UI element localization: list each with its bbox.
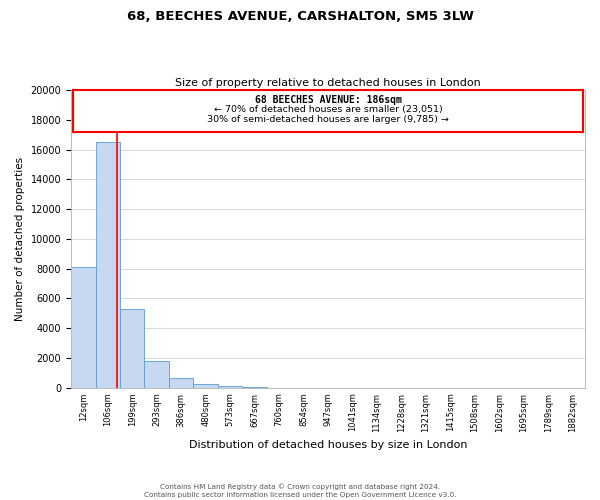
Bar [73, 90, 583, 132]
X-axis label: Distribution of detached houses by size in London: Distribution of detached houses by size … [189, 440, 467, 450]
Bar [242, 387, 267, 388]
Bar [95, 142, 120, 388]
Text: 68, BEECHES AVENUE, CARSHALTON, SM5 3LW: 68, BEECHES AVENUE, CARSHALTON, SM5 3LW [127, 10, 473, 23]
Bar [145, 361, 169, 388]
Bar [120, 309, 145, 388]
Bar [169, 378, 193, 388]
Text: Contains HM Land Registry data © Crown copyright and database right 2024.
Contai: Contains HM Land Registry data © Crown c… [144, 484, 456, 498]
Bar [193, 384, 218, 388]
Bar [71, 267, 95, 388]
Title: Size of property relative to detached houses in London: Size of property relative to detached ho… [175, 78, 481, 88]
Text: ← 70% of detached houses are smaller (23,051): ← 70% of detached houses are smaller (23… [214, 105, 442, 114]
Text: 30% of semi-detached houses are larger (9,785) →: 30% of semi-detached houses are larger (… [207, 114, 449, 124]
Bar [218, 386, 242, 388]
Text: 68 BEECHES AVENUE: 186sqm: 68 BEECHES AVENUE: 186sqm [254, 94, 401, 104]
Y-axis label: Number of detached properties: Number of detached properties [15, 157, 25, 321]
